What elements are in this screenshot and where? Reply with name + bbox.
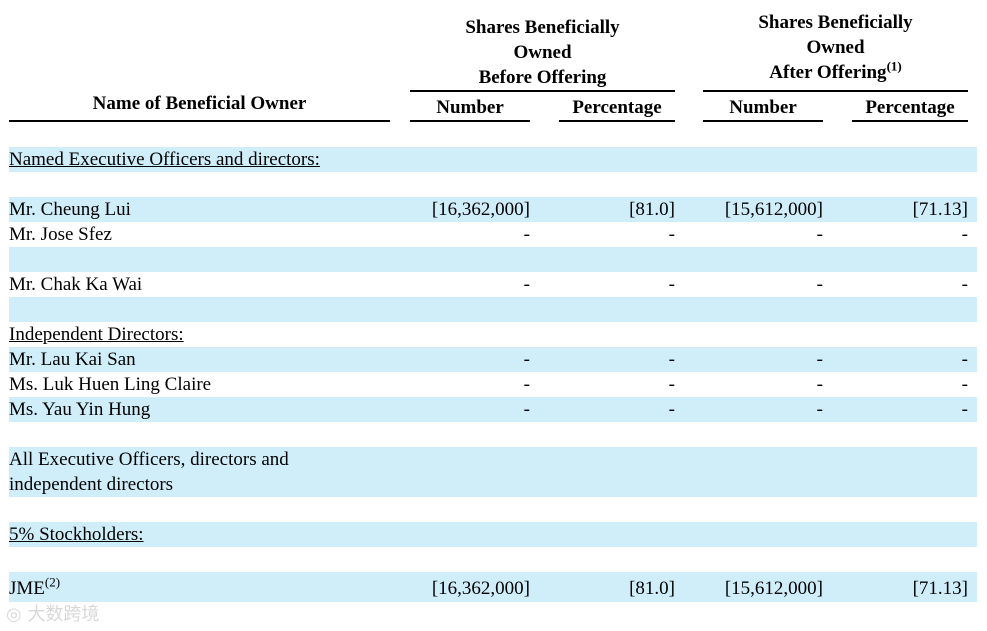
spacer-row: [9, 247, 977, 272]
name-header-rule: [9, 120, 390, 122]
before-percentage-value: -: [668, 399, 675, 420]
after-number-rule: [703, 120, 823, 122]
spacer-row: [9, 547, 977, 572]
owner-name: Ms. Yau Yin Hung: [9, 399, 151, 420]
before-header-line-2: Owned: [513, 42, 572, 63]
after-percentage-value: -: [961, 224, 968, 245]
section-row-stockholders: 5% Stockholders:: [9, 522, 977, 547]
table-row-all-officers: All Executive Officers, directors and: [9, 447, 977, 472]
before-percentage-value: -: [668, 374, 675, 395]
after-number-value: -: [816, 274, 823, 295]
table-row: Mr. Chak Ka Wai - - - -: [9, 272, 977, 297]
owner-name: Mr. Cheung Lui: [9, 199, 131, 220]
owner-name: Ms. Luk Huen Ling Claire: [9, 374, 212, 395]
spacer-row: [9, 422, 977, 447]
section-label: 5% Stockholders:: [9, 524, 144, 545]
name-column-header: Name of Beneficial Owner: [92, 93, 307, 114]
before-percentage-value: [81.0]: [629, 199, 675, 220]
after-percentage-value: [71.13]: [912, 578, 968, 599]
before-number-value: [16,362,000]: [431, 578, 530, 599]
table-row: JME(2) [16,362,000] [81.0] [15,612,000] …: [9, 572, 977, 602]
after-percentage-value: -: [961, 374, 968, 395]
after-percentage-value: [71.13]: [912, 199, 968, 220]
after-percentage-value: -: [961, 399, 968, 420]
after-header-rule: [703, 90, 968, 92]
table-row-all-officers-continued: independent directors: [9, 472, 977, 497]
footnote-marker: (2): [44, 574, 61, 590]
before-percentage-rule: [559, 120, 675, 122]
table-row: Mr. Lau Kai San - - - -: [9, 347, 977, 372]
after-header-line-3: After Offering(1): [769, 58, 902, 83]
table-row: Mr. Jose Sfez - - - -: [9, 222, 977, 247]
table-row: Ms. Yau Yin Hung - - - -: [9, 397, 977, 422]
owner-name: JME(2): [9, 574, 61, 599]
before-number-value: -: [523, 224, 530, 245]
section-label: Independent Directors:: [9, 324, 184, 345]
after-percentage-value: -: [961, 349, 968, 370]
before-number-value: -: [523, 274, 530, 295]
owner-name-line-2: independent directors: [9, 474, 174, 495]
after-percentage-value: -: [961, 274, 968, 295]
before-number-value: [16,362,000]: [431, 199, 530, 220]
before-header-rule: [410, 90, 675, 92]
after-number-value: -: [816, 374, 823, 395]
before-header-line-3: Before Offering: [478, 67, 607, 88]
owner-name-line-1: All Executive Officers, directors and: [9, 449, 289, 470]
before-number-rule: [410, 120, 530, 122]
watermark-text: 大数跨境: [27, 604, 100, 625]
owner-name: Mr. Lau Kai San: [9, 349, 136, 370]
after-footnote-marker: (1): [886, 58, 902, 74]
after-number-value: -: [816, 399, 823, 420]
after-number-value: [15,612,000]: [724, 199, 823, 220]
spacer-row: [9, 497, 977, 522]
table-row: Mr. Cheung Lui [16,362,000] [81.0] [15,6…: [9, 197, 977, 222]
before-percentage-value: -: [668, 349, 675, 370]
watermark: ◎ 大数跨境: [6, 600, 99, 626]
section-label: Named Executive Officers and directors:: [9, 149, 320, 170]
after-number-value: -: [816, 224, 823, 245]
watermark-logo-icon: ◎: [6, 604, 28, 625]
before-number-value: -: [523, 349, 530, 370]
owner-name: Mr. Chak Ka Wai: [9, 274, 143, 295]
after-percentage-rule: [852, 120, 968, 122]
table-row: Ms. Luk Huen Ling Claire - - - -: [9, 372, 977, 397]
after-header-line-2: Owned: [806, 37, 865, 58]
before-header-line-1: Shares Beneficially: [465, 17, 620, 38]
after-offering-header: Shares Beneficially Owned After Offering…: [703, 10, 968, 85]
before-percentage-value: -: [668, 224, 675, 245]
before-offering-header: Shares Beneficially Owned Before Offerin…: [410, 15, 675, 90]
after-number-value: -: [816, 349, 823, 370]
after-number-header: Number: [729, 97, 797, 118]
after-header-line-1: Shares Beneficially: [758, 12, 913, 33]
before-number-value: -: [523, 374, 530, 395]
before-number-value: -: [523, 399, 530, 420]
spacer-row: [9, 297, 977, 322]
before-percentage-value: -: [668, 274, 675, 295]
after-percentage-header: Percentage: [865, 97, 955, 118]
owner-name: Mr. Jose Sfez: [9, 224, 112, 245]
before-percentage-value: [81.0]: [629, 578, 675, 599]
before-number-header: Number: [436, 97, 504, 118]
after-number-value: [15,612,000]: [724, 578, 823, 599]
spacer-row: [9, 172, 977, 197]
section-row-named-executives: Named Executive Officers and directors:: [9, 147, 977, 172]
before-percentage-header: Percentage: [572, 97, 662, 118]
section-row-independent-directors: Independent Directors:: [9, 322, 977, 347]
